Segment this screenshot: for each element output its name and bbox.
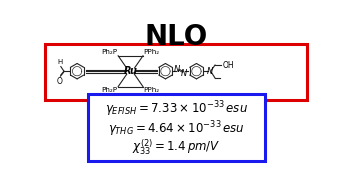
Text: Ru: Ru xyxy=(123,66,138,76)
Text: $\gamma_{THG} = 4.64 \times 10^{-33}\,esu$: $\gamma_{THG} = 4.64 \times 10^{-33}\,es… xyxy=(108,119,245,139)
Text: Ph₂P: Ph₂P xyxy=(101,49,117,55)
Text: PPh₂: PPh₂ xyxy=(144,87,160,93)
Text: O: O xyxy=(57,77,63,86)
Bar xyxy=(45,44,307,100)
Text: NLO: NLO xyxy=(145,23,208,51)
Text: Ph₂P: Ph₂P xyxy=(101,87,117,93)
Text: N: N xyxy=(181,69,187,78)
Text: H: H xyxy=(57,59,63,65)
Text: N: N xyxy=(206,67,213,76)
Text: $\chi^{(2)}_{33} = 1.4\,pm/V$: $\chi^{(2)}_{33} = 1.4\,pm/V$ xyxy=(132,137,221,157)
Text: N: N xyxy=(174,65,180,74)
Bar xyxy=(88,94,265,161)
Text: OH: OH xyxy=(223,60,234,70)
Text: $\gamma_{EFISH} = 7.33 \times 10^{-33}\,esu$: $\gamma_{EFISH} = 7.33 \times 10^{-33}\,… xyxy=(105,100,248,119)
Text: PPh₂: PPh₂ xyxy=(144,49,160,55)
